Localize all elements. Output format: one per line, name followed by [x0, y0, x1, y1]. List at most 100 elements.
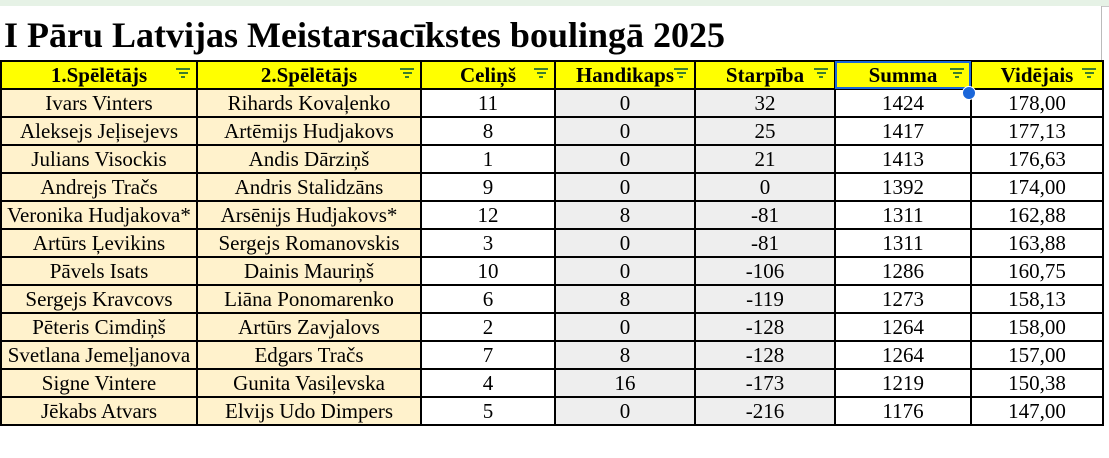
cell-sum[interactable]: 1424 — [834, 88, 972, 118]
cell-average[interactable]: 163,88 — [970, 228, 1104, 258]
cell-player1[interactable]: Signe Vintere — [0, 368, 198, 398]
cell-difference[interactable]: -128 — [694, 312, 836, 342]
cell-player2[interactable]: Rihards Kovaļenko — [196, 88, 422, 118]
cell-difference[interactable]: -81 — [694, 228, 836, 258]
cell-handicap[interactable]: 0 — [554, 312, 696, 342]
column-header-player2[interactable]: 2.Spēlētājs — [196, 60, 422, 90]
cell-difference[interactable]: -106 — [694, 256, 836, 286]
filter-icon[interactable] — [534, 68, 548, 80]
cell-sum[interactable]: 1311 — [834, 228, 972, 258]
cell-difference[interactable]: -128 — [694, 340, 836, 370]
cell-average[interactable]: 176,63 — [970, 144, 1104, 174]
cell-player1[interactable]: Sergejs Kravcovs — [0, 284, 198, 314]
cell-player2[interactable]: Liāna Ponomarenko — [196, 284, 422, 314]
cell-average[interactable]: 157,00 — [970, 340, 1104, 370]
cell-lane[interactable]: 11 — [420, 88, 556, 118]
cell-sum[interactable]: 1392 — [834, 172, 972, 202]
cell-player2[interactable]: Dainis Mauriņš — [196, 256, 422, 286]
filter-icon[interactable] — [674, 68, 688, 80]
cell-player1[interactable]: Aleksejs Jeļisejevs — [0, 116, 198, 146]
cell-difference[interactable]: 32 — [694, 88, 836, 118]
cell-average[interactable]: 178,00 — [970, 88, 1104, 118]
column-header-lane[interactable]: Celiņš — [420, 60, 556, 90]
cell-difference[interactable]: -173 — [694, 368, 836, 398]
filter-icon[interactable] — [1082, 68, 1096, 80]
cell-difference[interactable]: -216 — [694, 396, 836, 426]
cell-average[interactable]: 177,13 — [970, 116, 1104, 146]
cell-player1[interactable]: Pēteris Cimdiņš — [0, 312, 198, 342]
cell-player2[interactable]: Gunita Vasiļevska — [196, 368, 422, 398]
cell-player2[interactable]: Artūrs Zavjalovs — [196, 312, 422, 342]
cell-handicap[interactable]: 0 — [554, 88, 696, 118]
cell-handicap[interactable]: 0 — [554, 144, 696, 174]
column-header-average[interactable]: Vidējais — [970, 60, 1104, 90]
cell-difference[interactable]: 21 — [694, 144, 836, 174]
filter-icon[interactable] — [400, 68, 414, 80]
filter-icon[interactable] — [176, 68, 190, 80]
cell-lane[interactable]: 9 — [420, 172, 556, 202]
cell-lane[interactable]: 5 — [420, 396, 556, 426]
cell-lane[interactable]: 3 — [420, 228, 556, 258]
cell-average[interactable]: 158,00 — [970, 312, 1104, 342]
cell-handicap[interactable]: 8 — [554, 284, 696, 314]
cell-player1[interactable]: Pāvels Isats — [0, 256, 198, 286]
cell-sum[interactable]: 1264 — [834, 340, 972, 370]
cell-lane[interactable]: 2 — [420, 312, 556, 342]
cell-average[interactable]: 158,13 — [970, 284, 1104, 314]
cell-player2[interactable]: Elvijs Udo Dimpers — [196, 396, 422, 426]
cell-player2[interactable]: Edgars Tračs — [196, 340, 422, 370]
column-header-difference[interactable]: Starpība — [694, 60, 836, 90]
cell-sum[interactable]: 1286 — [834, 256, 972, 286]
cell-difference[interactable]: 0 — [694, 172, 836, 202]
cell-player2[interactable]: Sergejs Romanovskis — [196, 228, 422, 258]
cell-sum[interactable]: 1176 — [834, 396, 972, 426]
cell-handicap[interactable]: 8 — [554, 200, 696, 230]
cell-sum[interactable]: 1219 — [834, 368, 972, 398]
cell-lane[interactable]: 6 — [420, 284, 556, 314]
cell-player1[interactable]: Artūrs Ļevikins — [0, 228, 198, 258]
column-header-handicap[interactable]: Handikaps — [554, 60, 696, 90]
cell-sum[interactable]: 1264 — [834, 312, 972, 342]
cell-handicap[interactable]: 0 — [554, 116, 696, 146]
cell-average[interactable]: 160,75 — [970, 256, 1104, 286]
cell-difference[interactable]: -119 — [694, 284, 836, 314]
fill-handle-icon[interactable] — [962, 86, 976, 100]
cell-average[interactable]: 162,88 — [970, 200, 1104, 230]
cell-handicap[interactable]: 0 — [554, 172, 696, 202]
cell-player2[interactable]: Artēmijs Hudjakovs — [196, 116, 422, 146]
cell-difference[interactable]: -81 — [694, 200, 836, 230]
cell-player1[interactable]: Veronika Hudjakova* — [0, 200, 198, 230]
cell-lane[interactable]: 4 — [420, 368, 556, 398]
title-cell[interactable]: I Pāru Latvijas Meistarsacīkstes bouling… — [0, 6, 1102, 62]
cell-lane[interactable]: 1 — [420, 144, 556, 174]
filter-icon[interactable] — [950, 68, 964, 80]
column-header-sum[interactable]: Summa — [834, 60, 972, 90]
cell-player2[interactable]: Andris Stalidzāns — [196, 172, 422, 202]
cell-average[interactable]: 150,38 — [970, 368, 1104, 398]
cell-lane[interactable]: 10 — [420, 256, 556, 286]
cell-player1[interactable]: Andrejs Tračs — [0, 172, 198, 202]
cell-player1[interactable]: Jēkabs Atvars — [0, 396, 198, 426]
cell-lane[interactable]: 7 — [420, 340, 556, 370]
cell-sum[interactable]: 1273 — [834, 284, 972, 314]
cell-average[interactable]: 174,00 — [970, 172, 1104, 202]
cell-player1[interactable]: Julians Visockis — [0, 144, 198, 174]
cell-handicap[interactable]: 8 — [554, 340, 696, 370]
cell-sum[interactable]: 1413 — [834, 144, 972, 174]
cell-handicap[interactable]: 16 — [554, 368, 696, 398]
column-header-player1[interactable]: 1.Spēlētājs — [0, 60, 198, 90]
filter-icon[interactable] — [814, 68, 828, 80]
cell-average[interactable]: 147,00 — [970, 396, 1104, 426]
cell-sum[interactable]: 1417 — [834, 116, 972, 146]
cell-player1[interactable]: Ivars Vinters — [0, 88, 198, 118]
cell-lane[interactable]: 12 — [420, 200, 556, 230]
cell-handicap[interactable]: 0 — [554, 396, 696, 426]
cell-lane[interactable]: 8 — [420, 116, 556, 146]
cell-handicap[interactable]: 0 — [554, 256, 696, 286]
cell-handicap[interactable]: 0 — [554, 228, 696, 258]
cell-difference[interactable]: 25 — [694, 116, 836, 146]
cell-player2[interactable]: Andis Dārziņš — [196, 144, 422, 174]
cell-player2[interactable]: Arsēnijs Hudjakovs* — [196, 200, 422, 230]
cell-sum[interactable]: 1311 — [834, 200, 972, 230]
cell-player1[interactable]: Svetlana Jemeļjanova — [0, 340, 198, 370]
